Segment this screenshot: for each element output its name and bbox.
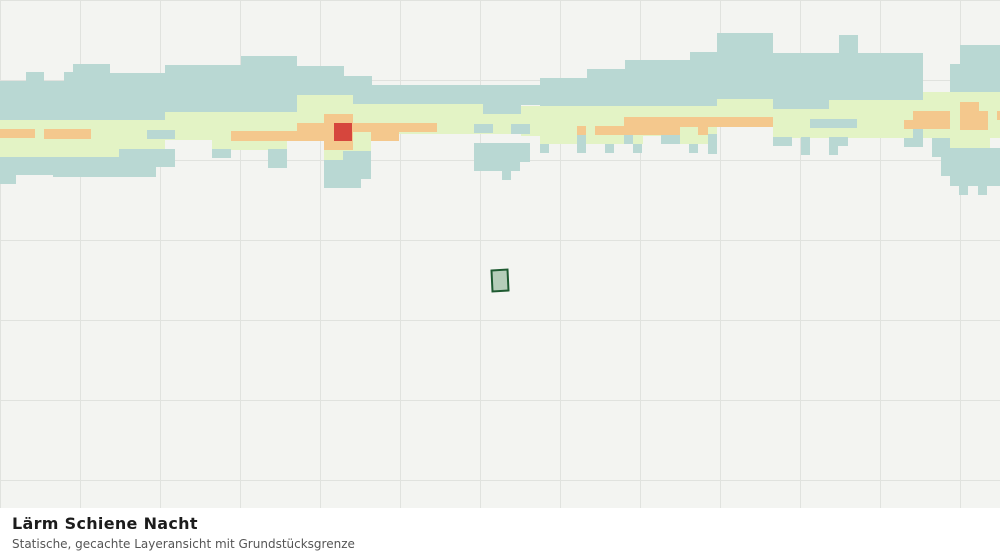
noise-zone xyxy=(690,52,717,79)
noise-zone xyxy=(950,175,1000,186)
noise-zone xyxy=(474,124,493,133)
noise-zone xyxy=(689,144,698,153)
noise-zone xyxy=(950,64,1000,92)
noise-zone xyxy=(839,35,858,55)
noise-zone xyxy=(624,117,773,127)
noise-zone xyxy=(960,45,1000,65)
noise-zone xyxy=(474,143,530,162)
noise-zone xyxy=(904,138,923,147)
noise-zone xyxy=(625,60,690,79)
noise-zone xyxy=(540,134,643,144)
noise-zone xyxy=(913,111,950,121)
layer-subtitle: Statische, gecachte Layeransicht mit Gru… xyxy=(12,537,355,551)
noise-zone xyxy=(829,53,923,100)
noise-zone xyxy=(801,137,810,155)
noise-zone xyxy=(44,129,91,139)
noise-zone xyxy=(212,149,231,158)
noise-zone xyxy=(502,170,511,180)
noise-zone xyxy=(64,72,110,82)
noise-zone xyxy=(829,145,838,155)
noise-zone xyxy=(605,144,614,153)
noise-zone xyxy=(624,134,633,144)
noise-zone xyxy=(773,137,792,146)
noise-zone xyxy=(959,185,968,195)
noise-zone xyxy=(0,173,16,184)
noise-zone xyxy=(540,78,717,107)
noise-zone xyxy=(810,119,857,128)
noise-zone xyxy=(73,64,110,74)
noise-zone xyxy=(829,137,848,146)
noise-zone xyxy=(53,167,156,177)
noise-zone xyxy=(587,69,625,79)
noise-zone xyxy=(147,130,175,139)
layer-title: Lärm Schiene Nacht xyxy=(12,514,198,533)
noise-zone xyxy=(595,126,680,135)
noise-zone xyxy=(26,72,44,82)
noise-zone xyxy=(829,100,923,112)
noise-zone xyxy=(0,81,165,121)
noise-zone xyxy=(978,185,987,195)
noise-zone xyxy=(941,148,1000,176)
noise-zone xyxy=(297,66,344,96)
caption: Lärm Schiene Nacht Statische, gecachte L… xyxy=(0,508,1000,560)
noise-zone xyxy=(577,134,586,153)
noise-zone xyxy=(474,160,520,171)
noise-zone xyxy=(110,73,185,83)
noise-zone xyxy=(633,144,642,153)
noise-zone xyxy=(950,136,990,148)
noise-zone xyxy=(268,149,287,168)
parcel-boundary xyxy=(490,268,510,293)
noise-zone xyxy=(913,128,923,138)
noise-zone xyxy=(904,120,950,129)
noise-zone xyxy=(241,56,297,66)
map xyxy=(0,0,1000,508)
noise-zone xyxy=(334,123,352,141)
noise-zone xyxy=(997,111,1000,120)
noise-zone xyxy=(577,126,586,135)
noise-zone xyxy=(371,131,399,141)
noise-zone xyxy=(773,53,829,109)
noise-zone xyxy=(708,134,717,154)
noise-zone xyxy=(511,124,530,134)
noise-zone xyxy=(231,131,324,141)
noise-zone xyxy=(698,126,708,135)
noise-zone xyxy=(960,111,988,130)
noise-zone xyxy=(343,151,371,179)
noise-zone xyxy=(165,65,297,113)
noise-zone xyxy=(661,134,680,144)
noise-zone xyxy=(717,33,773,100)
noise-zone xyxy=(483,100,521,115)
noise-zone xyxy=(119,149,175,167)
noise-zone xyxy=(297,123,437,132)
noise-zone xyxy=(540,144,549,153)
noise-zone xyxy=(0,129,35,138)
noise-layer xyxy=(0,33,1000,195)
